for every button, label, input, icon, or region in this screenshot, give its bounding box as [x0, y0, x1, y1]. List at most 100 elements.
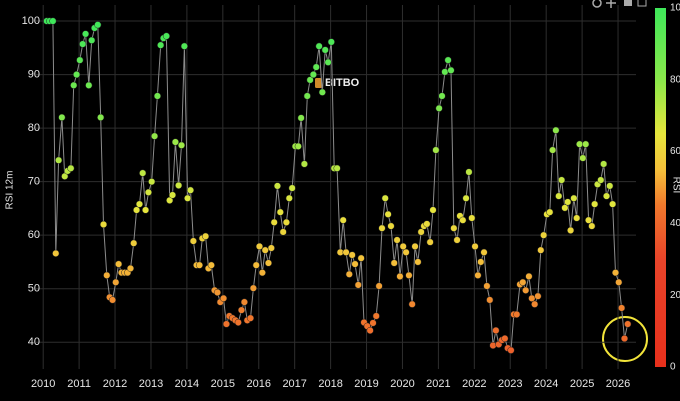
y-tick-label: 100 — [22, 15, 40, 27]
rsi-point — [372, 312, 380, 320]
rsi-point — [255, 242, 264, 250]
rsi-point — [585, 216, 593, 224]
rsi-point — [234, 318, 242, 326]
rsi-point — [315, 42, 323, 50]
y-tick-label: 40 — [28, 336, 40, 348]
download-icon[interactable] — [624, 0, 632, 6]
rsi-point — [288, 184, 296, 192]
rsi-point — [246, 314, 255, 322]
rsi-point — [103, 271, 111, 279]
rsi-point — [126, 264, 135, 272]
rsi-point — [135, 200, 144, 208]
rsi-point — [312, 63, 320, 71]
rsi-point — [112, 278, 120, 286]
rsi-point — [297, 114, 305, 122]
colorbar-title: RSI — [670, 177, 680, 194]
rsi-point — [462, 194, 470, 202]
rsi-point — [567, 226, 575, 234]
rsi-point — [342, 248, 350, 256]
rsi-point — [261, 246, 269, 254]
toolbar — [592, 0, 647, 8]
colorbar-tick-label: 60 — [670, 146, 680, 157]
x-tick-label: 2022 — [462, 378, 486, 390]
rsi-point — [396, 272, 404, 280]
rsi-point — [525, 272, 533, 280]
rsi-point — [184, 194, 192, 202]
y-tick-label: 60 — [28, 229, 40, 241]
rsi-point — [468, 214, 476, 222]
rsi-point — [507, 346, 515, 354]
y-tick-label: 50 — [28, 283, 40, 295]
rsi-point — [450, 224, 458, 232]
rsi-point — [447, 66, 455, 74]
x-tick-label: 2013 — [139, 378, 163, 390]
rsi-point — [249, 284, 257, 292]
rsi-point — [477, 258, 485, 266]
rsi-point — [73, 71, 81, 79]
rsi-point — [195, 261, 204, 269]
rsi-point — [79, 40, 87, 48]
rsi-point — [444, 56, 452, 64]
rsi-point — [282, 218, 290, 226]
rsi-point — [276, 208, 284, 216]
zoom-icon[interactable] — [592, 0, 602, 8]
x-tick-label: 2024 — [534, 378, 558, 390]
rsi-point — [384, 210, 392, 218]
rsi-point — [333, 164, 341, 172]
rsi-point — [432, 146, 440, 154]
rsi-point — [180, 42, 188, 50]
rsi-point — [237, 306, 246, 314]
reset-icon[interactable] — [637, 0, 647, 7]
rsi-point — [570, 194, 578, 202]
colorbar-tick-label: 40 — [670, 218, 680, 229]
rsi-point — [435, 104, 443, 112]
rsi-point — [219, 294, 228, 302]
rsi-point — [579, 154, 587, 162]
rsi-point — [429, 206, 437, 214]
x-tick-label: 2026 — [606, 378, 630, 390]
rsi-point — [213, 288, 221, 297]
rsi-point — [252, 261, 260, 269]
rsi-point — [52, 249, 60, 257]
rsi-point — [552, 126, 560, 134]
rsi-point — [202, 232, 210, 240]
x-tick-label: 2011 — [67, 378, 91, 390]
rsi-point — [426, 238, 434, 246]
rsi-point — [157, 41, 165, 49]
watermark-text: BITBO — [325, 77, 360, 89]
rsi-point — [405, 271, 413, 279]
rsi-point — [540, 231, 548, 239]
rsi-point — [222, 320, 230, 328]
x-tick-label: 2017 — [282, 378, 306, 390]
rsi-point — [171, 138, 179, 146]
rsi-point — [489, 341, 497, 349]
rsi-point — [519, 278, 527, 286]
rsi-point — [486, 296, 494, 304]
rsi-point — [309, 71, 317, 79]
x-tick-label: 2025 — [570, 378, 594, 390]
rsi-point — [408, 300, 416, 308]
rsi-point — [546, 208, 554, 216]
rsi-point — [108, 296, 117, 304]
rsi-point — [99, 220, 108, 229]
rsi-point — [618, 304, 626, 312]
rsi-point — [279, 228, 287, 236]
rsi-point — [615, 278, 623, 286]
rsi-point — [82, 30, 90, 38]
rsi-point — [76, 56, 84, 64]
rsi-point — [115, 260, 123, 268]
rsi-point — [300, 160, 308, 168]
rsi-point — [139, 169, 147, 177]
rsi-point — [534, 292, 542, 300]
colorbar — [655, 8, 666, 367]
rsi-point — [339, 216, 347, 224]
rsi-point — [375, 282, 383, 290]
rsi-point — [531, 300, 539, 308]
pan-icon[interactable] — [606, 0, 616, 8]
rsi-point — [351, 260, 359, 268]
rsi-point — [390, 259, 398, 267]
rsi-point — [387, 222, 395, 230]
